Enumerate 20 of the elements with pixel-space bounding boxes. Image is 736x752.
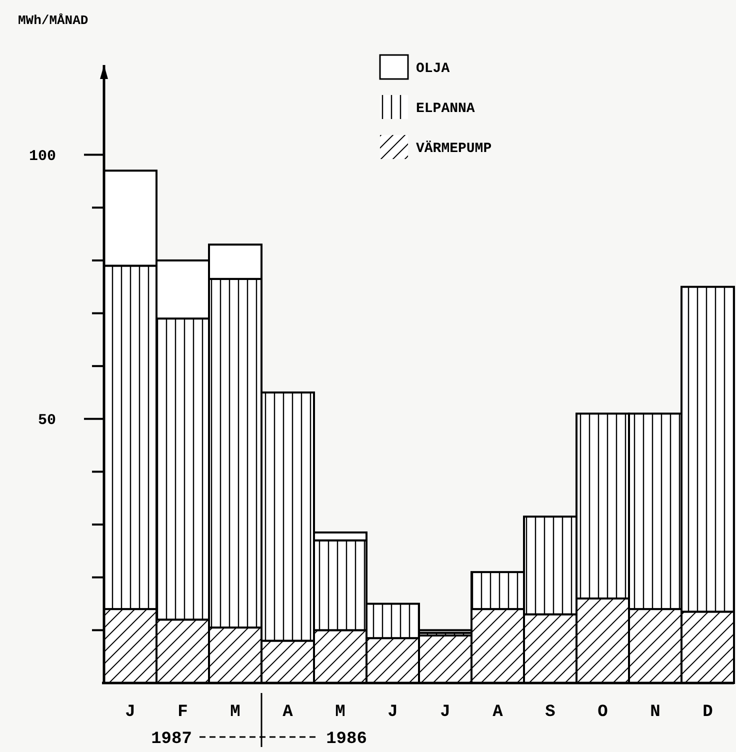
legend-label: OLJA [416, 60, 450, 77]
x-tick-label: N [650, 703, 660, 722]
x-tick-label: J [440, 703, 450, 722]
x-tick-label: D [702, 703, 713, 722]
x-tick-label: A [282, 703, 294, 722]
y-tick-label: 100 [28, 148, 56, 166]
y-axis-title: MWh/MÅNAD [18, 13, 88, 28]
legend-label: ELPANNA [416, 100, 476, 117]
x-tick-label: J [388, 703, 398, 722]
legend-label: VÄRMEPUMP [416, 140, 492, 157]
y-tick-label: 50 [38, 412, 56, 430]
x-tick-label: M [335, 703, 346, 722]
x-tick-label: A [492, 703, 504, 722]
text: 1986 [326, 730, 367, 749]
x-tick-label: M [230, 703, 240, 722]
x-tick-label: J [125, 703, 136, 722]
x-tick-label: S [545, 703, 556, 722]
x-tick-label: F [178, 703, 188, 722]
text: 1987 [151, 730, 192, 749]
x-tick-label: O [598, 703, 608, 722]
